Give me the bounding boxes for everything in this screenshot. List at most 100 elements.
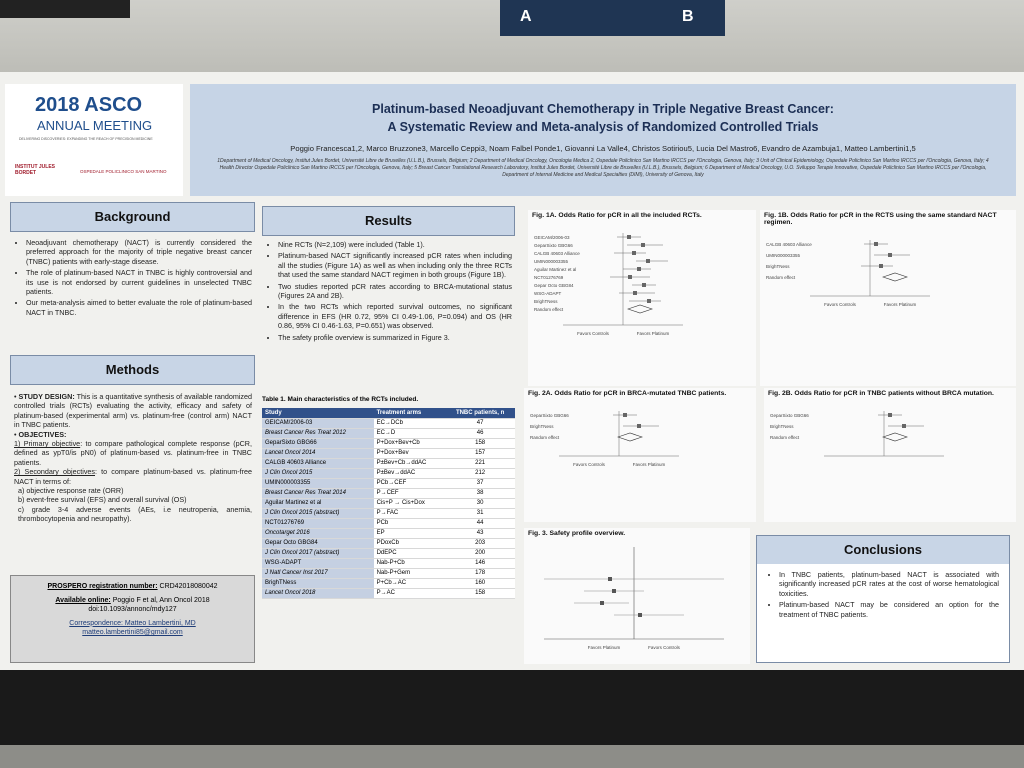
sign: A B xyxy=(500,0,725,36)
study-cell: Breast Cancer Res Treat 2014 xyxy=(262,488,374,499)
study-label: WSG-ADAPT xyxy=(534,291,562,296)
estimate xyxy=(638,613,642,617)
methods-text: • STUDY DESIGN: This is a quantitative s… xyxy=(14,392,252,524)
table-row: Aguilar Martinez et al Cis+P → Cis+Dox 30 xyxy=(262,498,515,509)
journal: J Natl Cancer Inst 2017 xyxy=(265,570,328,576)
table-row: Breast Cancer Res Treat 2012 EC→D 46 xyxy=(262,428,515,439)
axis-label: Favors Platinum xyxy=(884,302,917,307)
arm-cell: P→AC xyxy=(373,588,446,599)
title: Platinum-based Neoadjuvant Chemotherapy … xyxy=(372,102,834,116)
text: event-free survival (EFS) and overall su… xyxy=(26,495,187,505)
arm-cell: P±Bev→ddAC xyxy=(373,468,446,479)
logo-brand: 2018 ASCO xyxy=(35,94,143,116)
study-cell: Aguilar Martinez et al xyxy=(262,498,374,509)
text: Poggio F et al, Ann Oncol 2018 xyxy=(112,596,210,604)
study-label: GeparSixto GBG66 xyxy=(770,413,809,418)
study-label: NCT01276769 xyxy=(534,275,564,280)
study-cell: BrighTNess xyxy=(262,578,374,589)
title: A Systematic Review and Meta-analysis of… xyxy=(387,120,819,134)
section-heading: Methods xyxy=(10,355,255,385)
estimate xyxy=(902,424,906,428)
study-label: CALGB 40603 Alliance xyxy=(766,242,812,247)
institute: INSTITUT JULES BORDET xyxy=(15,164,56,176)
bullet: In TNBC patients, platinum-based NACT is… xyxy=(779,570,999,598)
n-cell: 178 xyxy=(445,568,515,579)
arm-cell: DdEPC xyxy=(373,548,446,559)
study-name: Gepar Octo GBG84 xyxy=(265,540,318,546)
section-heading: Conclusions xyxy=(757,536,1009,564)
study-cell: Gepar Octo GBG84 xyxy=(262,538,374,549)
figure-title: Fig. 2A. Odds Ratio for pCR in BRCA-muta… xyxy=(528,390,727,397)
pooled-diamond xyxy=(882,272,908,282)
study-name: CALGB 40603 Alliance xyxy=(265,460,327,466)
table-caption: Table 1. Main characteristics of the RCT… xyxy=(262,396,419,403)
marker: c) xyxy=(18,504,24,514)
text: This is a quantitative synthesis of avai… xyxy=(14,392,253,430)
results-text: Nine RCTs (N=2,109) were included (Table… xyxy=(266,240,512,344)
table-row: J Clin Oncol 2015 P±Bev→ddAC 212 xyxy=(262,468,515,479)
label: Available online: xyxy=(55,596,111,604)
arm-cell: EC→D xyxy=(373,428,446,439)
text: Correspondence: Matteo Lambertini, MD xyxy=(69,619,196,627)
frame-edge xyxy=(0,0,130,18)
n-cell: 46 xyxy=(445,428,515,439)
journal: J Clin Oncol 2017 (abstract) xyxy=(265,550,340,556)
arm-cell: P+Dox+Bev xyxy=(373,448,446,459)
axis-label: Favors Platinum xyxy=(588,645,621,650)
sub-list: a) objective response rate (ORR) b) event… xyxy=(14,486,252,524)
journal: J Clin Oncol 2015 (abstract) xyxy=(265,510,340,516)
forest-plot: GEICAM/2006-03 GeparSixto GBG66 CALGB 4060… xyxy=(534,233,683,336)
board-bottom xyxy=(0,670,1024,750)
title-box: Platinum-based Neoadjuvant Chemotherapy … xyxy=(190,84,1016,196)
arm-cell: EP xyxy=(373,528,446,539)
sign-letter: A xyxy=(520,8,532,25)
pooled-diamond xyxy=(882,432,908,442)
arm-cell: P→FAC xyxy=(373,508,446,519)
estimate xyxy=(888,413,892,417)
estimate xyxy=(608,577,612,581)
figure: Fig. 1A. Odds Ratio for pCR in all the i… xyxy=(528,210,756,386)
figure: Fig. 2B. Odds Ratio for pCR in TNBC pati… xyxy=(764,388,1016,522)
arm-cell: P+Dox+Bev+Cb xyxy=(373,438,446,449)
axis-label: Favors Platinum xyxy=(633,462,666,467)
info-line: doi:10.1093/annonc/mdy127 xyxy=(88,606,177,613)
study-cell: UMIN000003355 xyxy=(262,478,374,489)
text: : to compare pathological complete respo… xyxy=(14,439,252,467)
figure-title: Fig. 3. Safety profile overview. xyxy=(528,530,626,537)
study-cell: Lancet Oncol 2018 xyxy=(262,588,374,599)
estimate xyxy=(623,413,627,417)
n-cell: 30 xyxy=(445,498,515,509)
estimate xyxy=(628,275,632,279)
estimate xyxy=(637,267,641,271)
bullet: Nine RCTs (N=2,109) were included (Table… xyxy=(278,240,512,249)
study-cell: Oncotarget 2016 xyxy=(262,528,374,539)
estimate xyxy=(647,299,651,303)
text: grade 3-4 adverse events (AEs, i.e neutr… xyxy=(18,504,252,524)
pooled-diamond xyxy=(627,304,653,314)
journal: Breast Cancer Res Treat 2014 xyxy=(265,490,346,496)
bullet: In the two RCTs which reported survival … xyxy=(278,302,512,330)
n-cell: 31 xyxy=(445,508,515,519)
estimate xyxy=(879,264,883,268)
conclusions-box: Conclusions In TNBC patients, platinum-b… xyxy=(756,535,1010,663)
text: : to compare platinum-based vs. platinum… xyxy=(14,467,252,486)
forest-plot: GeparSixto GBG66 BrighTNess Random effect F… xyxy=(530,411,679,467)
table-row: UMIN000003355 PCb→CEF 37 xyxy=(262,478,515,489)
study-name: GeparSixto GBG66 xyxy=(265,440,317,446)
paragraph: 1) Primary objective: to compare patholo… xyxy=(14,439,252,467)
n-cell: 158 xyxy=(445,438,515,449)
arm-cell: P→CEF xyxy=(373,488,446,499)
journal: Lancet Oncol 2014 xyxy=(265,450,316,456)
sign-letter: B xyxy=(682,8,694,25)
study-cell: J Clin Oncol 2015 xyxy=(262,468,374,479)
study-name: UMIN000003355 xyxy=(265,480,311,486)
estimate xyxy=(888,253,892,257)
n-cell: 221 xyxy=(445,458,515,469)
journal: Lancet Oncol 2018 xyxy=(265,590,316,596)
study-cell: J Natl Cancer Inst 2017 xyxy=(262,568,374,579)
axis-label: Favors Platinum xyxy=(637,331,670,336)
figure: Fig. 1B. Odds Ratio for pCR in the RCTS … xyxy=(760,210,1016,386)
column-header: TNBC patients, n xyxy=(445,408,515,419)
n-cell: 38 xyxy=(445,488,515,499)
